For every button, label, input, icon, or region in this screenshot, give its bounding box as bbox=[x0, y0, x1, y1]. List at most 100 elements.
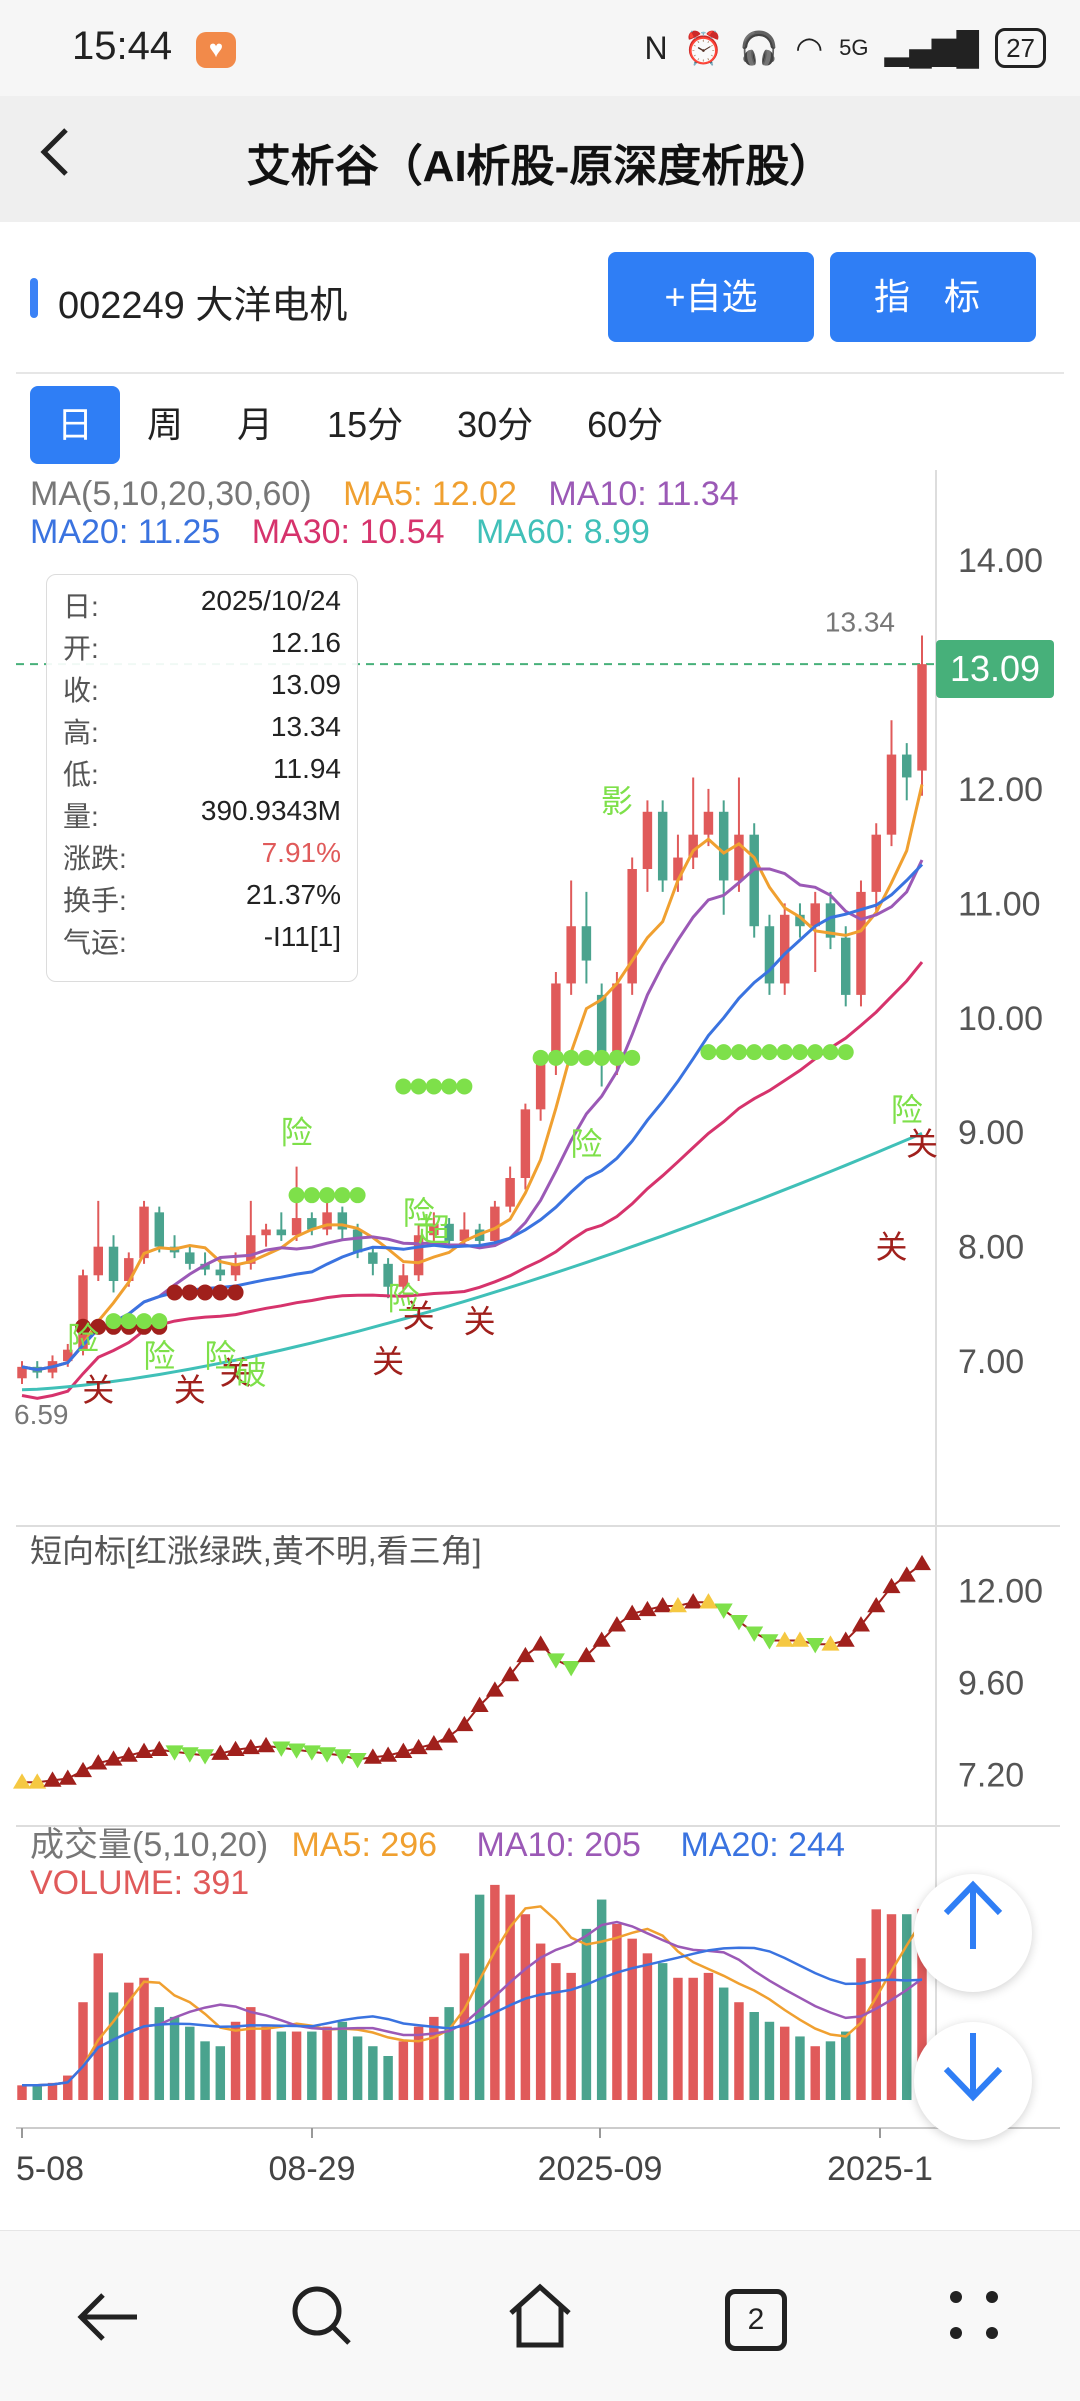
tab-day[interactable]: 日 bbox=[30, 386, 121, 464]
signal-dot bbox=[547, 1049, 564, 1066]
volume-bar bbox=[215, 2046, 226, 2100]
candle-body bbox=[810, 903, 820, 927]
stock-row: 002249 大洋电机 +自选 指 标 bbox=[0, 222, 1080, 372]
short-indicator-triangle bbox=[440, 1727, 459, 1743]
more-icon[interactable] bbox=[924, 2271, 1024, 2361]
tooltip-row: 开: 12.16 bbox=[63, 627, 341, 669]
short-indicator-triangle bbox=[470, 1696, 489, 1712]
short-indicator-triangle bbox=[531, 1635, 550, 1651]
bottom-nav: 2 bbox=[0, 2230, 1080, 2401]
short-indicator-triangle bbox=[699, 1593, 718, 1609]
alarm-icon: ⏰ bbox=[683, 30, 724, 66]
status-bar: 15:44 ♥ N ⏰ 🎧 ◠ 5G ▂▄▆█ 27 bbox=[0, 0, 1080, 96]
signal-dot bbox=[791, 1044, 808, 1061]
short-indicator-triangle bbox=[28, 1773, 47, 1789]
volume-bar bbox=[368, 2046, 378, 2100]
signal-label: 险 bbox=[67, 1321, 99, 1357]
scroll-down-button[interactable] bbox=[914, 2022, 1032, 2140]
candle-body bbox=[505, 1178, 515, 1207]
ma-group-label: MA(5,10,20,30,60) bbox=[30, 475, 312, 513]
short-indicator-triangle bbox=[729, 1615, 748, 1631]
volume-bar bbox=[734, 2002, 744, 2100]
short-indicator-triangle bbox=[13, 1773, 31, 1789]
add-watchlist-button[interactable]: +自选 bbox=[608, 252, 814, 342]
tab-15min[interactable]: 15分 bbox=[327, 404, 404, 445]
tab-month[interactable]: 月 bbox=[237, 404, 274, 445]
candle-body bbox=[703, 811, 714, 835]
volume-bar bbox=[902, 1914, 912, 2100]
signal-dot bbox=[807, 1044, 824, 1061]
short-indicator-triangle bbox=[226, 1740, 245, 1757]
vol-ma20-line bbox=[22, 1946, 923, 2087]
candle-body bbox=[291, 1218, 302, 1236]
page-title: 艾析谷（AI析股-原深度析股） bbox=[246, 142, 834, 191]
signal-dot bbox=[593, 1049, 610, 1066]
candle-body bbox=[917, 664, 927, 771]
signal-dot bbox=[288, 1187, 305, 1204]
signal-dot bbox=[746, 1044, 763, 1061]
candle-body bbox=[886, 754, 897, 835]
vol-ma5-label: MA5: 296 bbox=[291, 1826, 438, 1864]
signal-dot bbox=[532, 1049, 549, 1066]
date-axis-label: 5-08 bbox=[16, 2150, 84, 2188]
signal-dot bbox=[730, 1044, 747, 1061]
tooltip-row: 量: 390.9343M bbox=[63, 795, 341, 837]
divider bbox=[16, 372, 1064, 374]
tab-60min[interactable]: 60分 bbox=[587, 404, 664, 445]
volume-bar bbox=[490, 1884, 500, 2100]
candle-body bbox=[139, 1206, 149, 1259]
wifi-icon: ◠ bbox=[795, 30, 824, 66]
tab-week[interactable]: 周 bbox=[147, 404, 184, 445]
volume-bar bbox=[810, 2046, 820, 2100]
tooltip-value: 13.09 bbox=[270, 669, 341, 700]
signal-dot bbox=[441, 1078, 458, 1095]
indicator-button[interactable]: 指 标 bbox=[830, 252, 1036, 342]
tooltip-row: 收: 13.09 bbox=[63, 669, 341, 711]
candle-body bbox=[627, 869, 637, 984]
ma10-label: MA10: 11.34 bbox=[548, 475, 739, 513]
short-indicator-triangle bbox=[119, 1746, 138, 1762]
candle-body bbox=[383, 1263, 393, 1287]
headphone-icon: 🎧 bbox=[739, 30, 780, 66]
volume-bar bbox=[703, 1972, 714, 2100]
ma5-line bbox=[21, 784, 924, 1372]
signal-dot bbox=[334, 1187, 351, 1204]
scroll-up-button[interactable] bbox=[914, 1874, 1032, 1992]
search-icon[interactable] bbox=[272, 2271, 372, 2361]
arrow-left-icon[interactable] bbox=[58, 2271, 158, 2361]
volume-bar bbox=[642, 1953, 653, 2100]
volume-bar bbox=[505, 1894, 515, 2100]
volume-value-label: VOLUME: 391 bbox=[30, 1864, 250, 1902]
candle-body bbox=[856, 891, 866, 995]
short-indicator-triangle bbox=[241, 1738, 260, 1755]
tabs-icon[interactable]: 2 bbox=[706, 2271, 806, 2361]
volume-bar bbox=[200, 2041, 210, 2100]
home-icon[interactable] bbox=[490, 2271, 590, 2361]
candle-body bbox=[734, 834, 744, 881]
tab-30min[interactable]: 30分 bbox=[457, 404, 534, 445]
short-indicator-triangle bbox=[760, 1634, 779, 1650]
signal-dot bbox=[761, 1044, 778, 1061]
tooltip-value: 2025/10/24 bbox=[200, 585, 341, 616]
stock-name: 002249 大洋电机 bbox=[58, 285, 348, 327]
candle-body bbox=[871, 834, 881, 892]
short-indicator-triangle bbox=[318, 1747, 337, 1763]
candle-body bbox=[459, 1229, 470, 1241]
stock-chart[interactable]: 14.0013.0012.0011.0010.009.008.007.0013.… bbox=[0, 470, 1080, 2210]
tooltip-key: 量: bbox=[63, 801, 99, 832]
candle-body bbox=[535, 1063, 546, 1110]
short-indicator-triangle bbox=[668, 1597, 687, 1613]
candle-body bbox=[764, 926, 775, 984]
short-indicator-triangle bbox=[913, 1554, 931, 1571]
price-axis-label: 9.00 bbox=[958, 1114, 1024, 1152]
vol-ma5-line bbox=[22, 1905, 924, 2087]
current-price-tag: 13.09 bbox=[936, 640, 1054, 698]
candle-body bbox=[520, 1109, 531, 1179]
chevron-left-icon[interactable] bbox=[34, 122, 94, 192]
candle-body bbox=[779, 914, 790, 984]
ma60-line bbox=[21, 1132, 923, 1392]
price-axis-label: 14.00 bbox=[958, 542, 1043, 580]
tooltip-value: -I11[1] bbox=[263, 921, 341, 952]
short-indicator-triangle bbox=[135, 1742, 154, 1758]
signal-dot bbox=[395, 1078, 412, 1095]
